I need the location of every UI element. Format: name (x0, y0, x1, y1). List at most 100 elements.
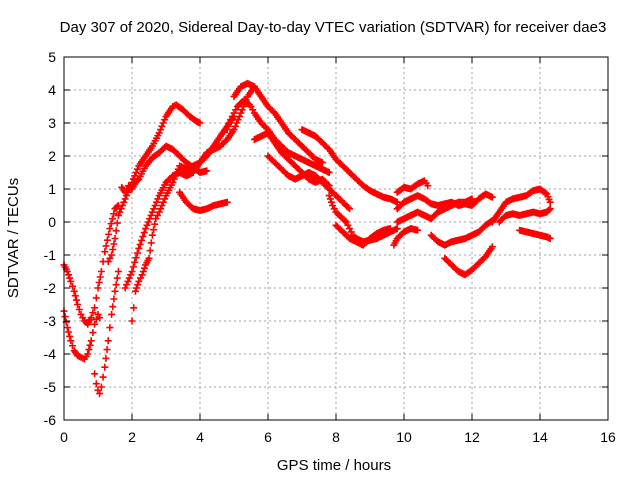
data-point (138, 236, 146, 244)
data-point (151, 220, 159, 228)
data-point (113, 274, 121, 282)
data-point (108, 310, 116, 318)
y-tick-label: 0 (48, 214, 56, 230)
series-10 (230, 79, 326, 167)
y-tick-label: 4 (48, 82, 56, 98)
data-point (128, 268, 136, 275)
data-point (155, 208, 163, 216)
data-point (155, 129, 163, 137)
y-tick-label: -6 (44, 412, 57, 428)
data-point (123, 192, 131, 200)
data-point (161, 195, 169, 203)
data-point (158, 122, 166, 130)
x-tick-label: 0 (60, 429, 68, 445)
data-point (104, 337, 112, 345)
data-point (545, 206, 553, 214)
data-point (346, 205, 354, 213)
y-tick-label: -3 (44, 313, 57, 329)
data-point (424, 182, 432, 190)
data-point (150, 205, 158, 213)
data-point (148, 208, 156, 216)
data-point (107, 220, 115, 228)
data-point (151, 202, 159, 209)
series-22 (488, 185, 554, 226)
y-axis-title: SDTVAR / TECUs (5, 178, 22, 298)
data-point (172, 172, 180, 180)
data-point (105, 230, 113, 238)
data-point (110, 295, 118, 303)
data-point (63, 324, 71, 332)
data-point (97, 268, 105, 275)
y-tick-label: 5 (48, 49, 56, 65)
data-point (144, 218, 152, 226)
chart-title: Day 307 of 2020, Sidereal Day-to-day VTE… (60, 19, 607, 36)
data-point (488, 193, 496, 201)
data-point (541, 189, 549, 197)
data-point (71, 292, 79, 300)
data-point (157, 205, 165, 213)
data-point (546, 205, 554, 213)
data-point (101, 248, 109, 256)
data-point (233, 119, 241, 127)
data-point (113, 203, 121, 211)
data-point (203, 167, 211, 175)
data-point (117, 205, 125, 213)
data-point (69, 282, 76, 290)
data-point (150, 226, 158, 234)
series-3 (91, 268, 122, 398)
data-point (111, 287, 119, 295)
data-point (109, 303, 117, 311)
data-point (146, 247, 154, 255)
series-24 (516, 226, 554, 242)
data-point (152, 198, 160, 206)
series-23 (495, 205, 554, 226)
series-7 (128, 112, 238, 325)
data-point (108, 215, 116, 223)
data-point (138, 271, 146, 279)
data-point (91, 320, 99, 328)
data-point (318, 159, 326, 167)
data-point (223, 126, 231, 134)
data-point (169, 178, 177, 186)
data-point (224, 122, 232, 130)
data-point (87, 314, 95, 322)
data-point (61, 313, 69, 321)
data-point (546, 198, 554, 206)
series-16 (393, 177, 432, 196)
data-point (65, 271, 73, 279)
data-point (72, 296, 80, 304)
data-point (106, 324, 114, 332)
data-point (101, 363, 109, 371)
data-point (92, 380, 100, 388)
data-point (135, 244, 143, 252)
data-point (89, 329, 97, 337)
x-tick-label: 2 (128, 429, 136, 445)
data-point (148, 231, 156, 239)
data-point (393, 225, 401, 233)
series-4 (104, 101, 204, 266)
series-5 (118, 142, 211, 196)
y-tick-label: -4 (44, 346, 57, 362)
data-point (154, 195, 162, 203)
data-point (468, 195, 476, 203)
data-point (116, 208, 124, 216)
data-point (113, 219, 121, 227)
data-point (157, 126, 165, 134)
x-tick-label: 12 (464, 429, 480, 445)
data-point (140, 264, 148, 272)
series-12 (264, 152, 354, 213)
axis-ticks (63, 56, 609, 421)
data-point (238, 106, 246, 114)
series-21 (441, 243, 496, 279)
data-point (132, 254, 140, 262)
data-point (488, 243, 496, 251)
data-point (95, 279, 103, 286)
data-point (129, 263, 137, 271)
x-tick-label: 4 (196, 429, 204, 445)
data-point (136, 240, 144, 248)
data-point (140, 229, 148, 237)
data-point (326, 195, 334, 203)
series-19 (390, 225, 422, 249)
data-point (86, 341, 94, 349)
